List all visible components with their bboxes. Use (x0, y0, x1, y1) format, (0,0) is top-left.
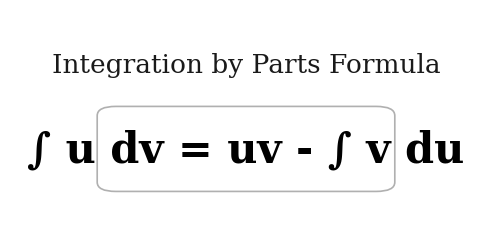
Text: ∫ u dv = uv - ∫ v du: ∫ u dv = uv - ∫ v du (27, 130, 465, 172)
Text: Integration by Parts Formula: Integration by Parts Formula (52, 53, 440, 78)
FancyBboxPatch shape (97, 106, 395, 192)
